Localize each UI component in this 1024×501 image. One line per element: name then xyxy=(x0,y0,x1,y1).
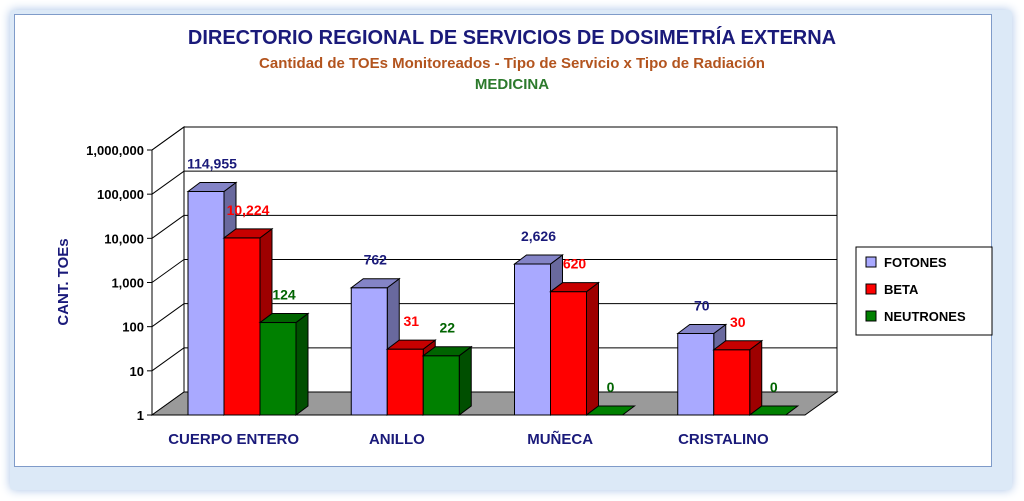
bar xyxy=(350,287,388,416)
legend-label: NEUTRONES xyxy=(884,309,966,324)
bar-top xyxy=(676,324,728,335)
gridline-side xyxy=(151,303,185,328)
y-tick-label: 100 xyxy=(122,320,144,335)
gridline-side xyxy=(151,126,185,151)
bar xyxy=(386,348,424,416)
bar xyxy=(187,190,225,416)
bar-top xyxy=(186,181,238,192)
bar-side xyxy=(586,281,599,416)
data-label: 0 xyxy=(607,379,615,395)
data-label: 30 xyxy=(730,314,746,330)
y-tick-label: 1,000 xyxy=(111,276,144,291)
bar xyxy=(422,355,460,416)
x-tick-label: ANILLO xyxy=(369,431,425,448)
bar-top xyxy=(549,282,600,293)
data-label: 2,626 xyxy=(521,228,556,244)
chart-subtitle-medicina: MEDICINA xyxy=(474,76,550,93)
bar-top xyxy=(258,313,310,324)
x-tick-label: CUERPO ENTERO xyxy=(168,431,299,448)
bar xyxy=(259,322,297,416)
bar xyxy=(550,291,587,416)
y-tick-label: 10,000 xyxy=(104,231,144,246)
bar-top xyxy=(712,340,764,351)
data-label: 22 xyxy=(439,320,455,336)
legend-box xyxy=(855,246,993,336)
legend-swatch xyxy=(865,256,877,268)
data-label: 70 xyxy=(694,298,710,314)
chart-subtitle: Cantidad de TOEs Monitoreados - Tipo de … xyxy=(259,55,765,72)
legend-swatch xyxy=(865,283,877,295)
data-label: 762 xyxy=(364,252,388,268)
bar-flat xyxy=(748,405,800,416)
legend-label: BETA xyxy=(884,282,919,297)
y-tick-label: 100,000 xyxy=(97,187,144,202)
bar-side xyxy=(458,345,472,416)
x-tick-label: MUÑECA xyxy=(527,430,593,448)
data-label: 10,224 xyxy=(227,202,270,218)
data-label: 114,955 xyxy=(187,155,237,171)
bar-top xyxy=(349,278,401,289)
data-label: 31 xyxy=(403,313,419,329)
bar xyxy=(223,237,261,416)
bar-top xyxy=(512,254,565,265)
data-label: 0 xyxy=(770,379,778,395)
y-tick-label: 10 xyxy=(130,364,144,379)
bar-side xyxy=(749,339,763,416)
data-label: 124 xyxy=(272,287,296,303)
bar xyxy=(677,333,715,416)
gridline-side xyxy=(151,214,185,239)
x-tick-label: CRISTALINO xyxy=(678,431,769,448)
bar-top xyxy=(421,346,473,357)
bar-top xyxy=(222,228,274,239)
legend-swatch xyxy=(865,310,877,322)
legend-label: FOTONES xyxy=(884,255,947,270)
gridline-side xyxy=(151,347,185,372)
gridline-side xyxy=(151,259,185,283)
data-label: 620 xyxy=(563,256,587,272)
bar-top xyxy=(385,339,437,350)
y-tick-label: 1,000,000 xyxy=(86,143,144,158)
y-tick-label: 1 xyxy=(137,408,144,423)
chart-title: DIRECTORIO REGIONAL DE SERVICIOS DE DOSI… xyxy=(187,27,837,49)
y-axis-label: CANT. TOEs xyxy=(55,238,72,325)
bar xyxy=(713,349,751,416)
bar xyxy=(514,263,551,416)
bar-flat xyxy=(585,405,636,416)
bar-side xyxy=(295,312,309,416)
gridline-side xyxy=(151,170,185,195)
